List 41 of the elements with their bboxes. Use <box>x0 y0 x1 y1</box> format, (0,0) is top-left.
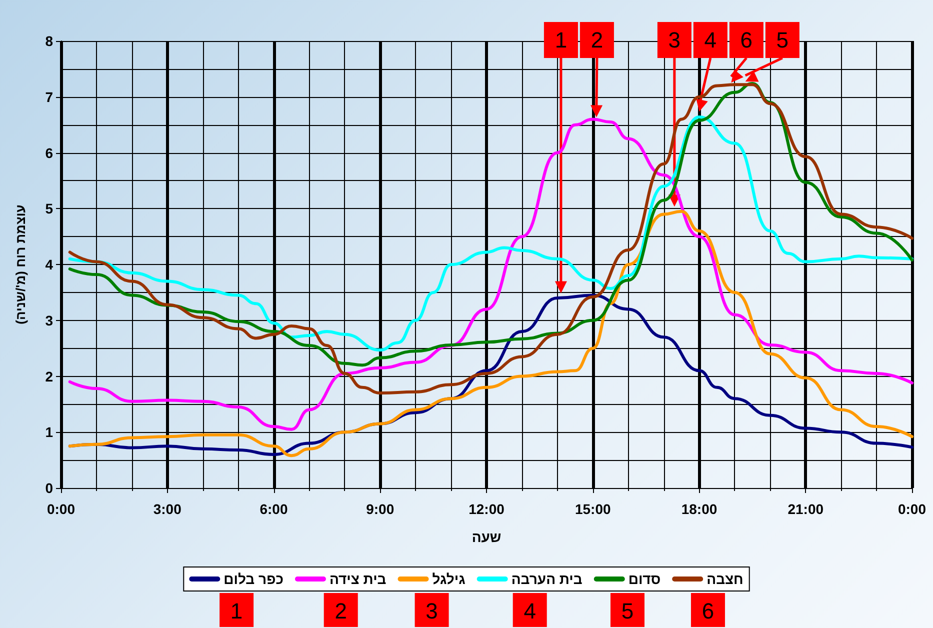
legend-label: בית צידה <box>329 571 386 587</box>
line-series <box>68 210 914 458</box>
line-series <box>68 115 914 352</box>
legend-label: בית הערבה <box>511 571 582 587</box>
y-tick-label: 1 <box>45 424 54 440</box>
legend-label: חצבה <box>706 571 744 587</box>
annotation: 2 <box>590 28 604 52</box>
text: 5 <box>621 598 634 624</box>
x-tick-label: 12:00 <box>468 501 505 517</box>
x-tick-label: 9:00 <box>366 501 394 517</box>
y-tick-label: 5 <box>45 200 54 217</box>
text: 1 <box>230 598 243 624</box>
text: 4 <box>524 598 536 624</box>
y-tick-label: 3 <box>45 312 54 328</box>
y-tick-label: 6 <box>45 144 54 161</box>
y-tick-label: 8 <box>45 33 54 49</box>
y-axis-title: עוצמת רוח (מ'/שניה) <box>13 204 28 324</box>
text: 6 <box>702 598 714 624</box>
annotation: 4 <box>704 28 717 52</box>
x-tick-label: 0:00 <box>898 501 926 517</box>
x-tick-label: 6:00 <box>260 501 288 517</box>
x-tick-label: 21:00 <box>788 501 824 517</box>
x-tick-label: 18:00 <box>681 501 718 517</box>
annotation: 1 <box>554 28 568 52</box>
line-series <box>68 118 914 431</box>
y-tick-label: 2 <box>45 368 54 384</box>
annotation: 3 <box>668 28 681 52</box>
legend-label: כפר בלום <box>224 571 284 587</box>
legend-label: גילגל <box>432 571 466 587</box>
text: 3 <box>426 598 438 624</box>
y-tick-label: 0 <box>45 480 54 496</box>
legend-label: סדום <box>628 571 661 587</box>
x-tick-label: 15:00 <box>574 501 611 517</box>
x-tick-label: 0:00 <box>46 501 76 517</box>
annotation: 6 <box>740 28 753 52</box>
x-tick-label: 3:00 <box>153 501 182 517</box>
annotation: 5 <box>776 28 789 52</box>
text: 2 <box>334 598 347 624</box>
x-axis-title: שעה <box>472 529 502 545</box>
y-tick-label: 4 <box>45 256 54 272</box>
y-tick-label: 7 <box>45 88 54 105</box>
